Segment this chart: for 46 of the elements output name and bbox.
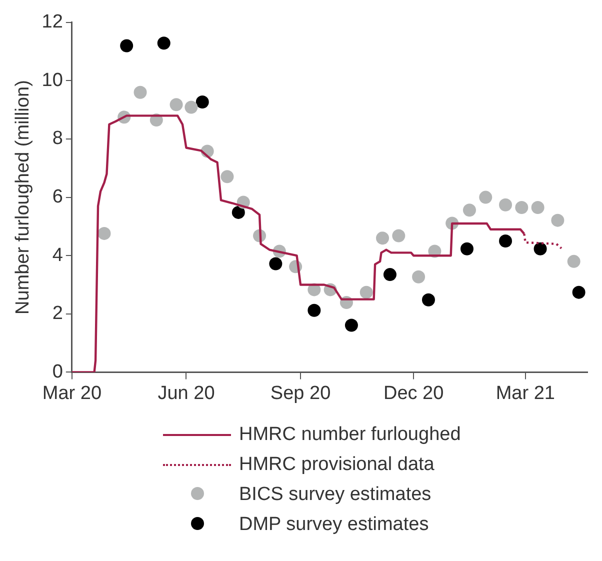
point (572, 286, 586, 299)
point (184, 100, 198, 114)
point (120, 39, 134, 52)
x-tick-label: Sep 20 (270, 382, 331, 404)
point (170, 98, 183, 112)
point (134, 86, 147, 99)
point (422, 293, 435, 306)
y-tick-label: 12 (42, 12, 63, 33)
legend-label: DMP survey estimates (239, 513, 429, 537)
point (98, 226, 111, 240)
point (344, 318, 358, 332)
point (392, 229, 406, 242)
y-tick-label: 8 (52, 128, 63, 150)
point (462, 204, 476, 217)
y-axis-title: Number furloughed (million) (12, 80, 34, 315)
y-tick-label: 10 (42, 70, 63, 91)
point (383, 268, 396, 282)
point (376, 232, 390, 245)
y-tick-label: 6 (52, 186, 63, 208)
y-tick-label: 4 (52, 244, 64, 266)
point (499, 234, 512, 248)
point (220, 170, 234, 184)
point (567, 254, 580, 268)
y-tick-label: 0 (52, 361, 63, 382)
x-tick-label: Mar 21 (496, 382, 555, 404)
point (499, 198, 512, 212)
point (412, 270, 426, 284)
point (479, 190, 492, 204)
point (515, 201, 528, 214)
point (196, 95, 209, 108)
legend-label: BICS survey estimates (239, 483, 432, 507)
point (157, 36, 170, 50)
y-tick-label: 2 (52, 303, 63, 324)
point (269, 257, 282, 270)
point (232, 206, 245, 219)
point (534, 242, 547, 256)
x-tick-label: Dec 20 (383, 382, 444, 404)
point (460, 242, 474, 256)
point (531, 201, 544, 214)
x-tick-label: Jun 20 (158, 382, 215, 404)
x-tick-label: Mar 20 (42, 382, 102, 404)
legend-label: HMRC number furloughed (239, 423, 461, 447)
point (551, 214, 564, 227)
point (360, 286, 373, 299)
legend-label: HMRC provisional data (239, 453, 434, 477)
point (308, 304, 321, 317)
